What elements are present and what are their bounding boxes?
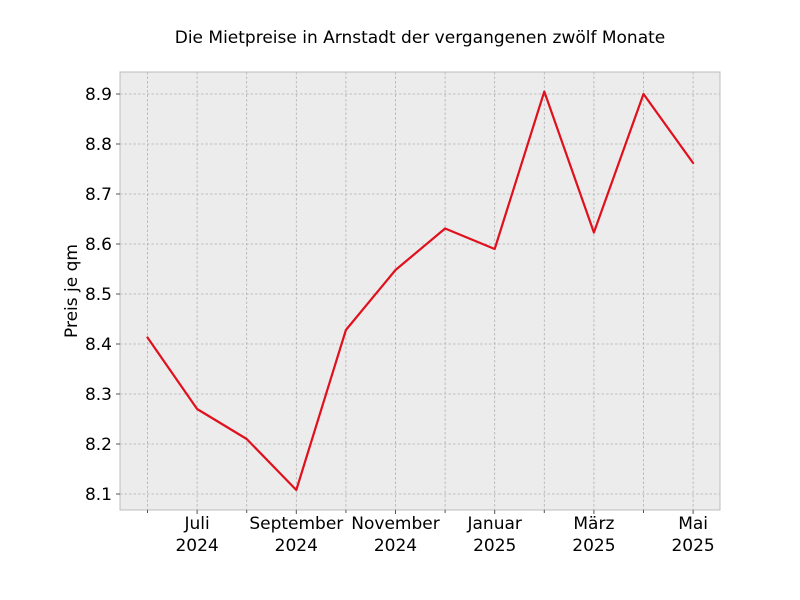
plot-background (120, 72, 720, 510)
plot-frame (119, 71, 721, 511)
x-tick-label-month: März (573, 514, 614, 534)
x-tick-label-month: Mai (678, 514, 708, 534)
y-tick-label: 8.2 (85, 435, 112, 455)
y-tick-label: 8.4 (85, 335, 112, 355)
y-tick-label: 8.3 (85, 385, 112, 405)
y-tick-label: 8.5 (85, 285, 112, 305)
x-tick-label-year: 2024 (175, 536, 218, 556)
y-tick-label: 8.9 (85, 85, 112, 105)
series-line (146, 90, 695, 492)
x-tick-label-year: 2024 (374, 536, 417, 556)
y-axis-label: Preis je qm (62, 244, 82, 338)
x-tick-label-year: 2025 (473, 536, 516, 556)
x-tick-label-month: Januar (467, 514, 522, 534)
x-tick-label-month: November (351, 514, 439, 534)
grid (120, 72, 720, 510)
x-tick-label-year: 2025 (572, 536, 615, 556)
x-tick-label-year: 2025 (671, 536, 714, 556)
y-tick-label: 8.7 (85, 185, 112, 205)
chart-title: Die Mietpreise in Arnstadt der vergangen… (175, 28, 666, 48)
y-tick-label: 8.1 (85, 485, 112, 505)
x-tick-label-month: Juli (183, 514, 209, 534)
x-tick-label-year: 2024 (275, 536, 318, 556)
y-tick-label: 8.8 (85, 135, 112, 155)
series-layer (146, 90, 695, 492)
x-tick-label-month: September (249, 514, 343, 534)
y-tick-label: 8.6 (85, 235, 112, 255)
axis-ticks: 8.18.28.38.48.58.68.78.88.9Juli2024Septe… (85, 85, 715, 556)
